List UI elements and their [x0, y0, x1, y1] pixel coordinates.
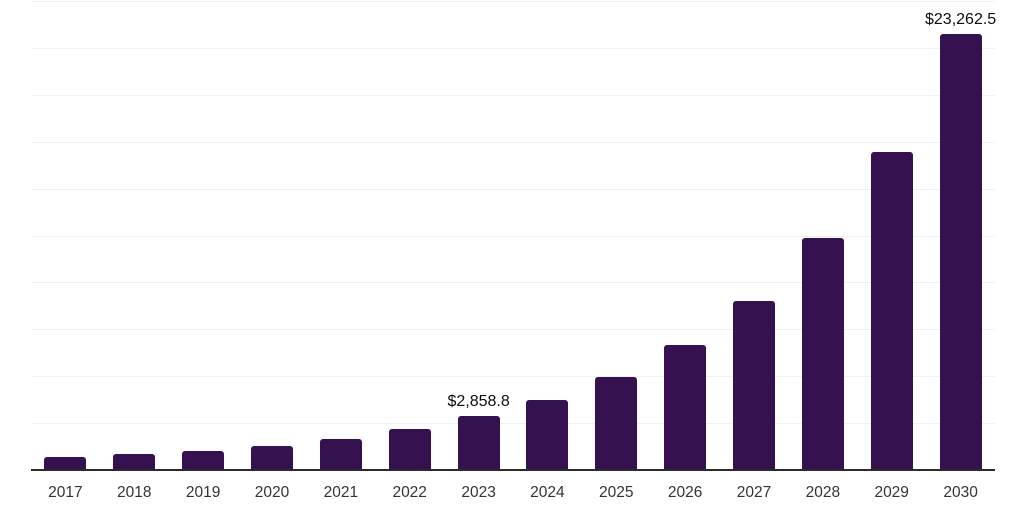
x-tick-label-2023: 2023 [461, 484, 496, 501]
bar-2019 [182, 451, 225, 470]
x-tick-label-2020: 2020 [254, 484, 290, 501]
data-label-2023: $2,858.8 [447, 393, 510, 411]
gridline [31, 188, 995, 190]
x-tick-label-2030: 2030 [943, 484, 978, 501]
x-tick-label-2017: 2017 [48, 484, 83, 501]
gridline [31, 94, 995, 96]
gridline [31, 329, 995, 331]
bar-2026 [664, 344, 707, 470]
bar-2022 [388, 429, 431, 470]
bar-2017 [44, 456, 87, 470]
x-tick-label-2018: 2018 [117, 484, 152, 501]
gridline [31, 282, 995, 284]
x-axis-line [31, 469, 995, 471]
bar-2021 [319, 439, 362, 470]
bar-2024 [526, 399, 569, 470]
x-tick-label-2027: 2027 [736, 484, 772, 501]
bar-2023 [457, 416, 500, 470]
gridline [31, 47, 995, 49]
x-tick-label-2024: 2024 [530, 484, 565, 501]
gridline [31, 1, 995, 2]
x-tick-label-2028: 2028 [805, 484, 841, 501]
bar-2025 [595, 377, 638, 470]
gridline [31, 141, 995, 143]
x-tick-label-2019: 2019 [185, 484, 221, 501]
gridline [31, 235, 995, 237]
x-tick-label-2029: 2029 [874, 484, 909, 501]
gridline [31, 376, 995, 378]
x-tick-label-2025: 2025 [599, 484, 634, 501]
bar-2029 [870, 151, 913, 470]
x-tick-label-2026: 2026 [667, 484, 703, 501]
x-tick-label-2021: 2021 [323, 484, 359, 501]
gridline [31, 423, 995, 425]
x-tick-label-2022: 2022 [392, 484, 427, 501]
bar-2030 [939, 33, 982, 470]
bar-2018 [113, 454, 156, 470]
bar-2020 [251, 446, 293, 470]
data-label-2030: $23,262.5 [925, 10, 997, 28]
bar-2027 [733, 301, 775, 470]
bar-2028 [801, 237, 844, 470]
